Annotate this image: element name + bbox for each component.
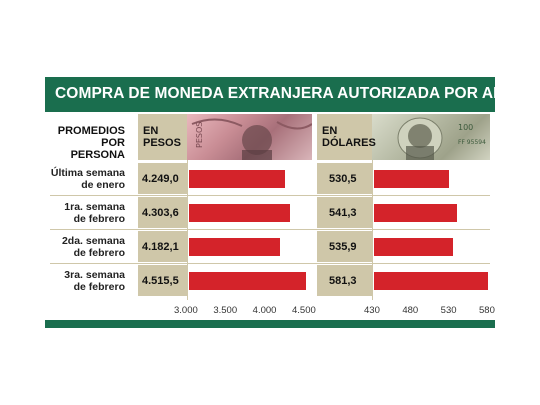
svg-text:100: 100: [458, 123, 473, 132]
pesos-bar: [189, 204, 290, 222]
row-separator: [50, 263, 490, 264]
svg-text:PESOS: PESOS: [195, 122, 204, 148]
pesos-header-line1: EN: [143, 125, 159, 137]
title-bar: COMPRA DE MONEDA EXTRANJERA AUTORIZADA P…: [45, 77, 517, 112]
peso-portrait-icon: PESOS: [191, 118, 312, 160]
category-label: de enero: [81, 179, 125, 191]
category-label: 2da. semana: [61, 235, 125, 247]
dolares-value-cell: [317, 197, 372, 228]
pesos-value-cell: [138, 197, 187, 228]
dolares-value-label: 541,3: [329, 207, 357, 219]
dolares-value-label: 581,3: [329, 275, 357, 287]
dolares-value-cell: [317, 265, 372, 296]
dolares-value-label: 530,5: [329, 173, 357, 185]
pesos-tick-label: 3.000: [174, 305, 198, 316]
bottom-bar: [45, 320, 495, 328]
pesos-value-cell: [138, 265, 187, 296]
dolares-tick-label: 530: [440, 305, 457, 316]
chart-title: COMPRA DE MONEDA EXTRANJERA AUTORIZADA P…: [55, 85, 518, 102]
pesos-header-box: [138, 114, 187, 160]
row-header-line1: PROMEDIOS: [57, 125, 125, 137]
pesos-tick-label: 4.500: [292, 305, 316, 316]
svg-text:FF 95594: FF 95594: [458, 139, 486, 146]
dolares-value-cell: [317, 231, 372, 262]
pesos-header-line2: PESOS: [143, 137, 181, 149]
dolares-header-line1: EN: [322, 125, 338, 137]
peso-banknote-image: PESOS: [187, 114, 312, 160]
dollar-banknote-image: 100 FF 95594: [372, 114, 490, 160]
pesos-bar: [189, 272, 307, 290]
dolares-tick-label: 480: [402, 305, 419, 316]
pesos-value-label: 4.249,0: [142, 173, 179, 185]
pesos-tick-label: 4.000: [252, 305, 277, 316]
category-label: de febrero: [73, 247, 125, 259]
pesos-bar: [189, 238, 280, 256]
dolares-value-cell: [317, 163, 372, 194]
dolares-bar: [374, 170, 450, 188]
dolares-header-box: [317, 114, 372, 160]
dolares-tick-label: 430: [364, 305, 380, 316]
franklin-portrait-icon: 100 FF 95594: [397, 117, 486, 160]
category-label: de febrero: [73, 281, 125, 293]
pesos-value-label: 4.303,6: [142, 207, 179, 219]
pesos-value-label: 4.182,1: [142, 241, 179, 253]
dolares-bar: [374, 238, 454, 256]
category-label: 3ra. semana: [64, 269, 125, 281]
pesos-axis-line: [187, 160, 188, 300]
pesos-value-label: 4.515,5: [142, 275, 179, 287]
category-label: de febrero: [73, 213, 125, 225]
category-label: 1ra. semana: [64, 201, 125, 213]
pesos-value-cell: [138, 231, 187, 262]
dolares-header-line2: DÓLARES: [322, 137, 376, 149]
dolares-bar: [374, 204, 458, 222]
row-header-line2: POR PERSONA: [70, 137, 125, 161]
dolares-bar: [374, 272, 488, 290]
pesos-value-cell: [138, 163, 187, 194]
pesos-tick-label: 3.500: [213, 305, 238, 316]
pesos-bar: [189, 170, 286, 188]
dolares-tick-label: 580: [479, 305, 495, 316]
dolares-axis-line: [372, 160, 373, 300]
dolares-value-label: 535,9: [329, 241, 357, 253]
category-label: Última semana: [50, 167, 125, 179]
row-separator: [50, 229, 490, 230]
row-separator: [50, 195, 490, 196]
